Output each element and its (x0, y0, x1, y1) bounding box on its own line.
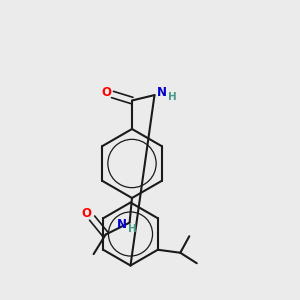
Text: H: H (128, 224, 137, 234)
Text: H: H (167, 92, 176, 102)
Text: O: O (101, 85, 111, 99)
Text: N: N (157, 86, 167, 99)
Text: O: O (82, 207, 92, 220)
Text: N: N (117, 218, 127, 232)
